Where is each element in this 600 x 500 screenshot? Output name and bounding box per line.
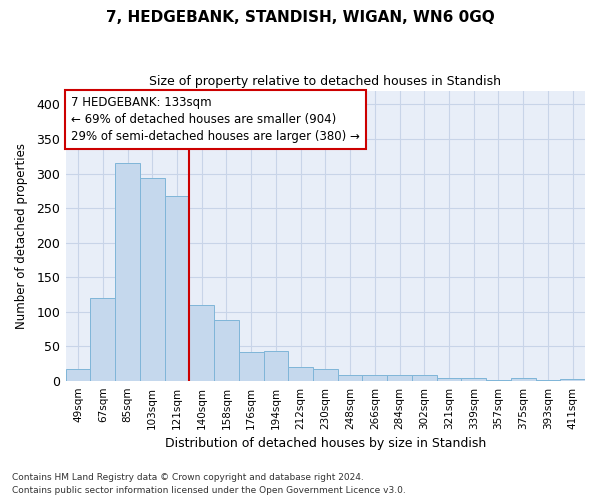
- Title: Size of property relative to detached houses in Standish: Size of property relative to detached ho…: [149, 75, 502, 88]
- Bar: [338, 376, 362, 381]
- Bar: [214, 320, 239, 381]
- Bar: [560, 379, 585, 381]
- Text: Contains HM Land Registry data © Crown copyright and database right 2024.
Contai: Contains HM Land Registry data © Crown c…: [12, 474, 406, 495]
- Bar: [461, 378, 486, 381]
- Bar: [313, 369, 338, 381]
- Bar: [412, 376, 437, 381]
- Bar: [66, 368, 91, 381]
- Bar: [437, 378, 461, 381]
- Bar: [239, 352, 263, 381]
- Bar: [288, 367, 313, 381]
- Bar: [536, 380, 560, 381]
- X-axis label: Distribution of detached houses by size in Standish: Distribution of detached houses by size …: [165, 437, 486, 450]
- Bar: [91, 298, 115, 381]
- Bar: [140, 178, 164, 381]
- Bar: [263, 352, 288, 381]
- Bar: [190, 305, 214, 381]
- Bar: [362, 376, 387, 381]
- Y-axis label: Number of detached properties: Number of detached properties: [15, 143, 28, 329]
- Text: 7 HEDGEBANK: 133sqm
← 69% of detached houses are smaller (904)
29% of semi-detac: 7 HEDGEBANK: 133sqm ← 69% of detached ho…: [71, 96, 360, 144]
- Bar: [115, 163, 140, 381]
- Text: 7, HEDGEBANK, STANDISH, WIGAN, WN6 0GQ: 7, HEDGEBANK, STANDISH, WIGAN, WN6 0GQ: [106, 10, 494, 25]
- Bar: [511, 378, 536, 381]
- Bar: [387, 376, 412, 381]
- Bar: [486, 380, 511, 381]
- Bar: [164, 196, 190, 381]
